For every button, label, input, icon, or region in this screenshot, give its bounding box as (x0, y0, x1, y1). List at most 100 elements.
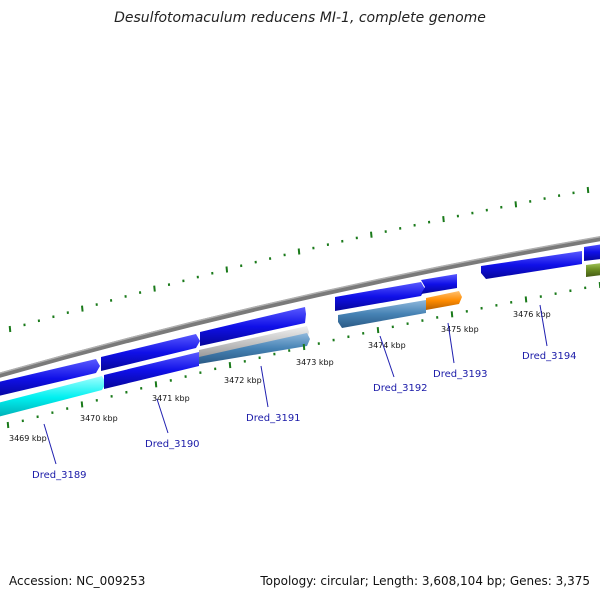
tick-mark (384, 230, 387, 233)
tick-mark (514, 201, 518, 208)
tick-mark (228, 362, 232, 369)
tick-mark (406, 322, 409, 325)
tick-mark (66, 407, 69, 410)
tick-mark (376, 327, 380, 334)
forward-strand-genes (0, 243, 600, 398)
tick-mark (456, 214, 460, 218)
tick-mark (312, 246, 315, 250)
tick-mark (288, 349, 291, 352)
tick-mark (317, 342, 320, 345)
tick-mark (427, 220, 431, 224)
map-title: Desulfotomaculum reducens MI-1, complete… (114, 10, 486, 26)
tick-mark (211, 271, 214, 275)
tick-mark (480, 306, 483, 310)
tick-mark (450, 311, 454, 318)
gene-arrow[interactable] (0, 376, 106, 419)
tick-mark (169, 379, 172, 382)
tick-mark (347, 335, 350, 339)
tick-mark (268, 257, 272, 260)
tick-mark (110, 395, 113, 398)
gene-leader-lines (43, 304, 548, 465)
tick-mark (51, 411, 54, 414)
gene-label[interactable]: Dred_3191 (246, 413, 301, 424)
tick-mark (421, 319, 424, 322)
tick-mark (225, 266, 229, 273)
tick-mark (95, 303, 98, 306)
tick-mark (539, 295, 542, 298)
tick-mark (557, 194, 561, 197)
tick-mark (569, 289, 572, 293)
tick-mark (341, 239, 344, 243)
tick-mark (167, 283, 171, 286)
tick-mark (124, 295, 127, 298)
tick-mark (243, 360, 246, 363)
tick-mark (399, 227, 402, 230)
genome-backbone (0, 236, 600, 378)
tick-mark (36, 415, 39, 419)
tick-mark (140, 387, 143, 390)
tick-mark (524, 296, 528, 303)
tick-mark (8, 325, 12, 333)
gene-arrow[interactable] (0, 359, 100, 398)
tick-mark (6, 421, 10, 429)
tick-mark (80, 401, 84, 408)
tick-mark (471, 211, 474, 215)
gene-arrow[interactable] (421, 274, 457, 294)
gene-arrow[interactable] (481, 251, 582, 279)
tick-mark (370, 231, 373, 238)
tick-mark (332, 338, 335, 342)
reverse-strand-genes (0, 262, 600, 419)
tick-mark (529, 200, 532, 203)
tick-mark (572, 191, 575, 195)
tick-mark (543, 197, 546, 200)
gene-arrow[interactable] (426, 291, 462, 310)
tick-marks-upper (8, 186, 590, 333)
topology-text: Topology: circular; Length: 3,608,104 bp… (260, 574, 590, 588)
gene-arrow[interactable] (584, 243, 600, 261)
ruler-label: 3472 kbp (224, 376, 262, 385)
tick-mark (184, 375, 187, 378)
tick-mark (214, 367, 217, 371)
gene-arrow[interactable] (101, 334, 200, 371)
gene-label[interactable]: Dred_3193 (433, 369, 488, 380)
tick-mark (182, 279, 185, 283)
gene-label[interactable]: Dred_3192 (373, 383, 428, 394)
ruler-label: 3475 kbp (441, 325, 479, 334)
gene-arrow[interactable] (338, 300, 426, 328)
tick-mark (95, 399, 98, 402)
gene-arrow[interactable] (335, 282, 425, 311)
ruler-label: 3469 kbp (9, 434, 47, 443)
tick-mark (442, 216, 445, 223)
gene-label[interactable]: Dred_3190 (145, 439, 200, 450)
tick-mark (258, 356, 261, 360)
tick-mark (23, 323, 26, 327)
tick-mark (391, 325, 394, 329)
ruler-label: 3476 kbp (513, 310, 551, 319)
gene-arrow[interactable] (200, 307, 306, 346)
gene-arrow[interactable] (199, 333, 310, 364)
tick-marks-lower (6, 281, 600, 429)
tick-mark (362, 332, 365, 335)
ruler-labels: 3469 kbp 3470 kbp 3471 kbp 3472 kbp 3473… (9, 310, 551, 443)
tick-mark (153, 285, 156, 292)
tick-mark (355, 236, 358, 240)
tick-mark (495, 304, 498, 307)
tick-mark (199, 371, 202, 374)
tick-mark (254, 260, 257, 264)
tick-mark (81, 305, 84, 312)
tick-mark (21, 419, 24, 423)
tick-mark (273, 352, 276, 356)
tick-mark (52, 315, 55, 319)
tick-mark (196, 275, 199, 279)
ruler-label: 3474 kbp (368, 341, 406, 350)
tick-mark (283, 253, 286, 257)
tick-mark (554, 292, 557, 295)
gene-arrow[interactable] (104, 352, 199, 389)
tick-mark (584, 286, 587, 290)
gene-arrow[interactable] (586, 262, 600, 277)
gene-label[interactable]: Dred_3194 (522, 351, 577, 362)
tick-mark (297, 248, 301, 255)
gene-label[interactable]: Dred_3189 (32, 470, 87, 481)
tick-mark (465, 310, 468, 313)
